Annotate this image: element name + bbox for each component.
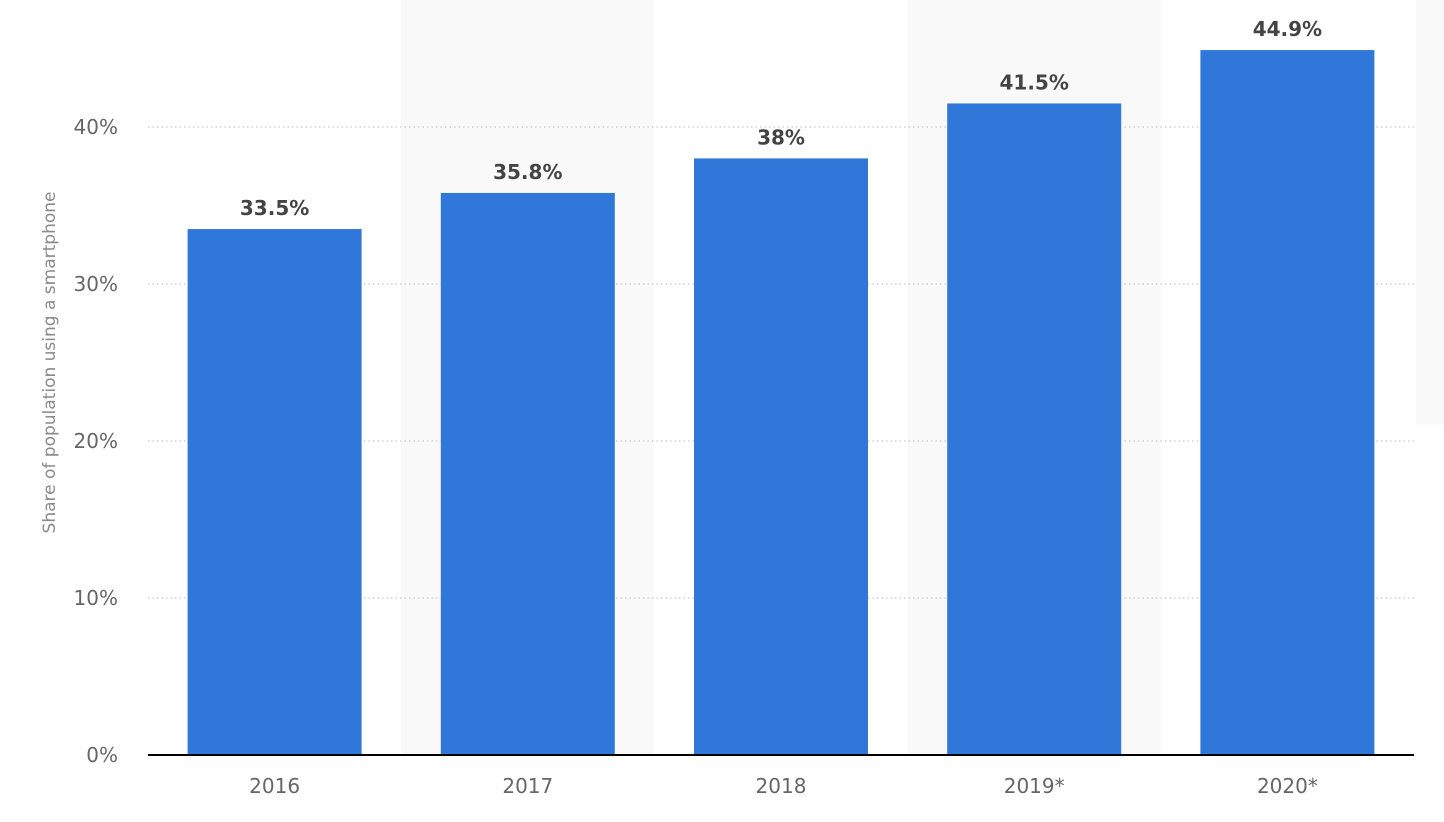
bars [187,50,1375,756]
x-tick-label: 2016 [249,774,300,798]
bar[interactable] [1200,50,1375,755]
y-axis-tick-labels: 0% 10% 20% 30% 40% [74,115,118,767]
background-band [1416,0,1444,425]
x-tick-label: 2017 [502,774,553,798]
bar[interactable] [947,103,1122,755]
y-tick-label: 20% [74,429,118,453]
y-tick-label: 40% [74,115,118,139]
y-tick-label: 0% [86,743,118,767]
data-label: 38% [757,125,805,149]
y-tick-label: 10% [74,586,118,610]
x-tick-label: 2018 [756,774,807,798]
bar[interactable] [440,192,615,755]
bar[interactable] [694,158,868,755]
data-label: 33.5% [240,196,309,220]
x-tick-label: 2020* [1257,774,1318,798]
data-label: 35.8% [493,160,562,184]
data-label: 41.5% [1000,70,1069,94]
data-labels: 33.5% 35.8% 38% 41.5% 44.9% [240,17,1322,220]
y-tick-label: 30% [74,272,118,296]
bar[interactable] [187,229,362,756]
x-tick-label: 2019* [1004,774,1065,798]
data-label: 44.9% [1253,17,1322,41]
y-axis-title: Share of population using a smartphone [40,192,60,534]
x-axis-tick-labels: 2016 2017 2018 2019* 2020* [249,774,1318,798]
